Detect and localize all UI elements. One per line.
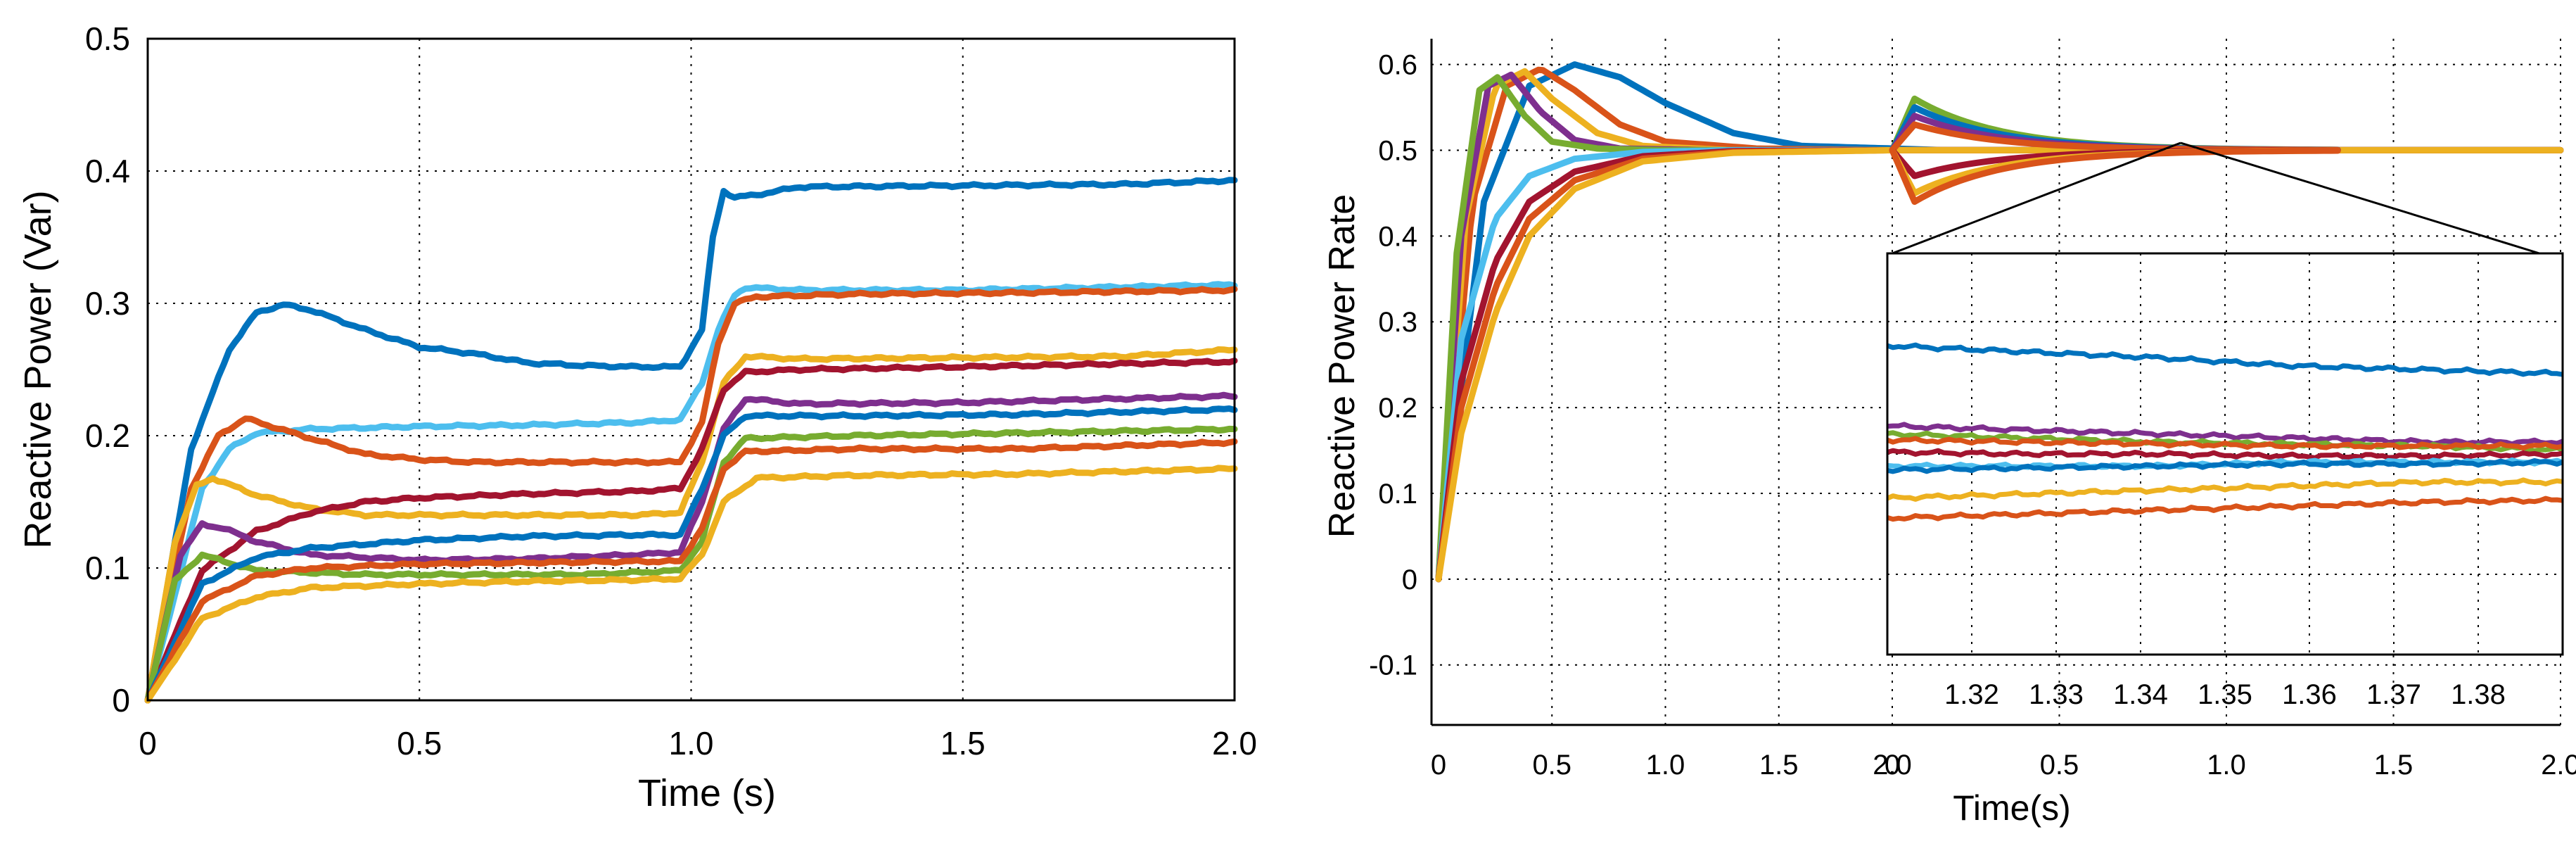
inset-x-tick: 1.33 <box>2029 679 2084 710</box>
chart1-y-tick: 0.3 <box>85 285 130 322</box>
reactive-power-chart: 00.10.20.30.40.5 0 0.5 1.0 1.5 2.0 Time (s) … <box>17 20 1257 814</box>
chart2-x-tick: 0 <box>1431 750 1446 781</box>
chart2-y-tick: 0.4 <box>1378 221 1417 252</box>
chart1-x-tick: 2.0 <box>1212 725 1257 762</box>
chart2-x-tick: 1.0 <box>2207 750 2246 781</box>
chart2-y-tick: 0.2 <box>1378 393 1417 424</box>
inset-x-tick: 1.34 <box>2113 679 2168 710</box>
chart2-y-tick: -0.1 <box>1369 650 1417 681</box>
zoom-connector-right <box>2180 141 2540 255</box>
zoom-inset: 1.32 1.33 1.34 1.35 1.36 1.37 1.38 <box>1886 252 2564 710</box>
inset-x-tick: 1.32 <box>1944 679 1999 710</box>
chart2-x-tick: 0.5 <box>2040 750 2079 781</box>
chart1-x-tick: 0.5 <box>397 725 442 762</box>
chart1-y-tick: 0.2 <box>85 417 130 454</box>
inset-series-group <box>1886 342 2564 522</box>
chart2-x-tick: 2.0 <box>2541 750 2576 781</box>
inset-x-tick: 1.38 <box>2451 679 2506 710</box>
reactive-power-rate-chart: -0.100.10.20.30.40.50.6 0 0.5 1.0 1.5 2.00 0.… <box>1322 39 2576 828</box>
inset-series-line <box>1886 436 2563 451</box>
chart1-x-tick: 1.5 <box>941 725 986 762</box>
chart2-y-tick: 0.6 <box>1378 50 1417 81</box>
chart1-series-line <box>144 425 1238 704</box>
inset-series-line <box>1886 495 2563 522</box>
chart2-disturbance-line <box>1889 146 2341 206</box>
chart2-x-axis-label: Time(s) <box>1953 788 2071 828</box>
chart1-y-axis-label: Reactive Power (Var) <box>17 190 59 548</box>
chart1-y-tick-labels: 0 0.1 0.2 0.3 0.4 0.5 <box>85 20 130 719</box>
chart2-x-tick: 1.0 <box>1646 750 1685 781</box>
zoom-connector-left <box>1892 141 2181 255</box>
inset-series-line <box>1887 457 2564 474</box>
inset-series-line <box>1887 422 2564 447</box>
chart1-grid <box>148 39 1235 700</box>
chart1-y-tick: 0.5 <box>85 20 130 57</box>
chart2-series-group <box>1435 61 2564 583</box>
chart1-series-group <box>144 177 1238 704</box>
chart2-y-tick: 0 <box>1402 564 1417 595</box>
inset-x-tick: 1.36 <box>2282 679 2337 710</box>
chart1-series-line <box>144 438 1238 704</box>
chart2-x-tick: 0 <box>1885 750 1900 781</box>
chart1-x-tick: 0 <box>139 725 157 762</box>
chart2-x-tick: 1.5 <box>2374 750 2414 781</box>
inset-x-tick: 1.37 <box>2366 679 2421 710</box>
inset-x-tick-labels: 1.32 1.33 1.34 1.35 1.36 1.37 1.38 <box>1944 679 2506 710</box>
inset-frame <box>1886 252 2564 656</box>
chart2-y-axis-label: Reactive Power Rate <box>1322 194 1363 538</box>
chart1-series-line <box>144 405 1238 704</box>
chart2-series-line <box>1435 146 2564 583</box>
chart2-y-tick: 0.5 <box>1378 135 1417 166</box>
chart1-series-line <box>144 465 1238 704</box>
chart1-plot-frame <box>146 37 1236 702</box>
chart2-y-tick-labels: -0.1 0 0.1 0.2 0.3 0.4 0.5 0.6 <box>1369 50 1417 681</box>
chart1-x-axis-label: Time (s) <box>638 772 776 814</box>
inset-series-line <box>1886 477 2563 502</box>
chart1-y-tick: 0.4 <box>85 153 130 189</box>
chart1-y-tick: 0.1 <box>85 550 130 586</box>
chart1-series-line <box>144 391 1238 704</box>
chart1-y-tick: 0 <box>112 682 130 719</box>
inset-series-line <box>1886 448 2563 460</box>
inset-series-line <box>1886 342 2563 377</box>
chart2-y-tick: 0.1 <box>1378 479 1417 510</box>
chart2-y-tick: 0.3 <box>1378 307 1417 338</box>
chart1-x-tick-labels: 0 0.5 1.0 1.5 2.0 <box>139 725 1257 762</box>
chart1-series-line <box>144 177 1238 704</box>
chart1-series-line <box>144 286 1238 704</box>
chart2-x-tick: 1.5 <box>1759 750 1799 781</box>
chart1-x-tick: 1.0 <box>669 725 714 762</box>
chart2-x-tick-labels: 0 0.5 1.0 1.5 2.00 0.5 1.0 1.5 2.0 <box>1431 750 2576 781</box>
chart2-x-tick: 0.5 <box>1532 750 1571 781</box>
inset-x-tick: 1.35 <box>2198 679 2252 710</box>
chart2-x-tick: 2.0 <box>1873 750 1912 781</box>
chart1-series-line <box>144 358 1238 704</box>
